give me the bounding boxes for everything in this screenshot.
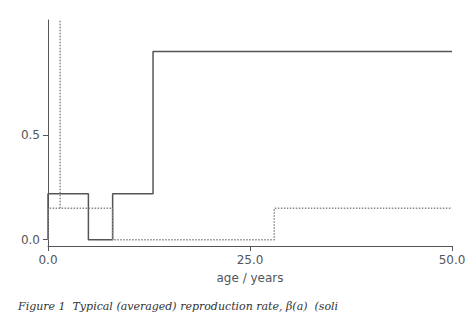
svg-text:0.0: 0.0 [21,233,40,247]
svg-text:25.0: 25.0 [237,253,264,267]
svg-text:50.0: 50.0 [439,253,466,267]
svg-text:0.0: 0.0 [38,253,57,267]
svg-text:0.5: 0.5 [21,128,40,142]
svg-text:age / years: age / years [216,271,283,285]
svg-text:Figure 1 Typical (averaged) r: Figure 1 Typical (averaged) reproduction… [17,300,338,313]
